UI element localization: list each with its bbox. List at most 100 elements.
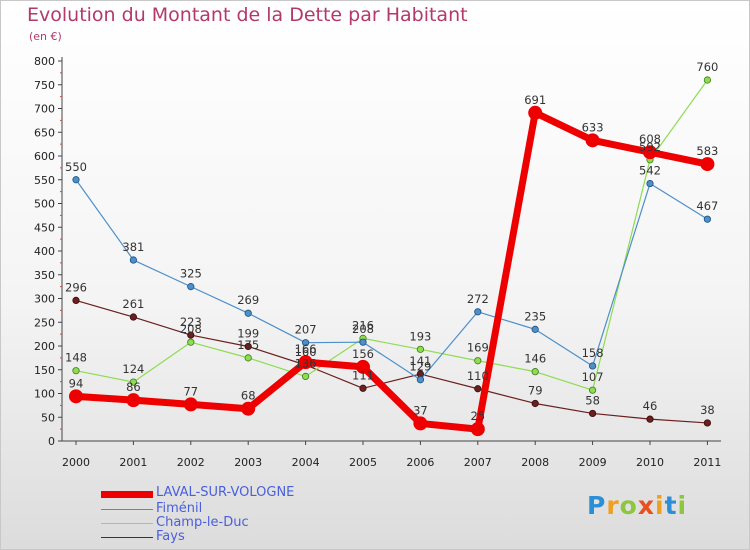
data-point [244,342,252,351]
brand-letter: i [677,491,688,520]
data-label: 467 [696,199,718,213]
brand-logo: Proxiti [587,491,687,520]
data-point [474,357,482,365]
data-label: 136 [295,356,317,370]
data-label: 208 [180,322,202,336]
x-tick-label: 2011 [693,456,721,469]
y-tick-label: 350 [34,269,55,282]
data-point [187,331,195,339]
data-label: 25 [470,409,485,423]
data-point [187,338,195,346]
x-tick-label: 2009 [579,456,607,469]
y-tick-label: 650 [34,126,55,139]
data-label: 269 [237,293,259,307]
data-label: 148 [65,351,87,365]
data-label: 760 [696,60,718,74]
data-point [241,401,256,416]
data-label: 146 [524,352,546,366]
data-label: 542 [639,164,661,178]
data-label: 94 [69,376,84,390]
data-label: 160 [295,345,317,359]
data-label: 381 [122,240,144,254]
y-tick-label: 750 [34,79,55,92]
legend-label: LAVAL-SUR-VOLOGNE [156,485,295,500]
data-point [474,385,482,393]
data-label: 129 [409,360,431,374]
x-tick-label: 2004 [292,456,320,469]
data-point [528,105,543,120]
brand-letter: x [637,491,655,520]
brand-letter: i [655,491,665,520]
data-point [301,372,310,380]
data-label: 46 [643,399,658,413]
data-point [183,397,198,412]
data-point [700,157,715,172]
chart-title: Evolution du Montant de la Dette par Hab… [27,4,468,26]
data-label: 272 [467,292,489,306]
brand-letter: P [587,491,607,520]
y-tick-label: 600 [34,150,55,163]
data-point [359,384,367,392]
data-label: 169 [467,341,489,355]
data-label: 583 [696,144,718,158]
data-point [244,309,252,317]
data-point [588,362,597,370]
data-point [187,283,195,291]
y-tick-label: 300 [34,293,55,306]
legend-swatch [101,509,153,511]
y-tick-label: 800 [34,55,55,68]
data-label: 592 [639,140,661,154]
data-label: 37 [413,403,428,417]
legend-label: Fiménil [156,501,203,516]
data-label: 58 [585,393,600,407]
data-label: 691 [524,93,546,107]
y-tick-label: 450 [34,221,55,234]
y-tick-label: 250 [34,316,55,329]
series-line-3 [75,299,709,424]
data-point [470,422,485,437]
data-point [244,354,252,362]
y-tick-label: 700 [34,103,55,116]
data-point [531,325,539,333]
data-label: 124 [122,362,144,376]
data-point [301,339,310,347]
series-line-0 [72,109,711,433]
data-label: 193 [409,329,431,343]
legend-swatch [101,523,153,525]
y-tick-label: 50 [41,411,55,424]
data-label: 208 [352,322,374,336]
data-label: 166 [295,342,317,356]
data-label: 633 [582,120,604,134]
chart-subtitle: (en €) [29,30,62,43]
data-label: 110 [467,369,489,383]
x-tick-label: 2000 [62,456,90,469]
data-label: 156 [352,347,374,361]
data-label: 199 [237,326,259,340]
y-tick-label: 100 [34,388,55,401]
data-point [126,393,141,408]
data-point [72,367,80,375]
data-point [413,416,428,431]
data-point [703,215,712,223]
series-line-1 [75,179,709,381]
y-tick-label: 0 [48,435,55,448]
data-label: 107 [582,370,604,384]
data-label: 86 [126,380,141,394]
data-label: 158 [582,346,604,360]
data-point [703,76,712,84]
data-point [588,409,597,418]
y-tick-label: 150 [34,364,55,377]
data-point [531,399,539,408]
data-point [531,368,539,376]
data-point [359,338,367,346]
data-label: 79 [528,383,543,397]
x-tick-label: 2010 [636,456,664,469]
data-point [416,376,424,384]
brand-letter: r [606,491,620,520]
data-label: 223 [180,315,202,329]
data-point [646,179,654,188]
data-point [416,345,424,353]
y-tick-label: 400 [34,245,55,258]
data-label: 111 [352,368,374,382]
